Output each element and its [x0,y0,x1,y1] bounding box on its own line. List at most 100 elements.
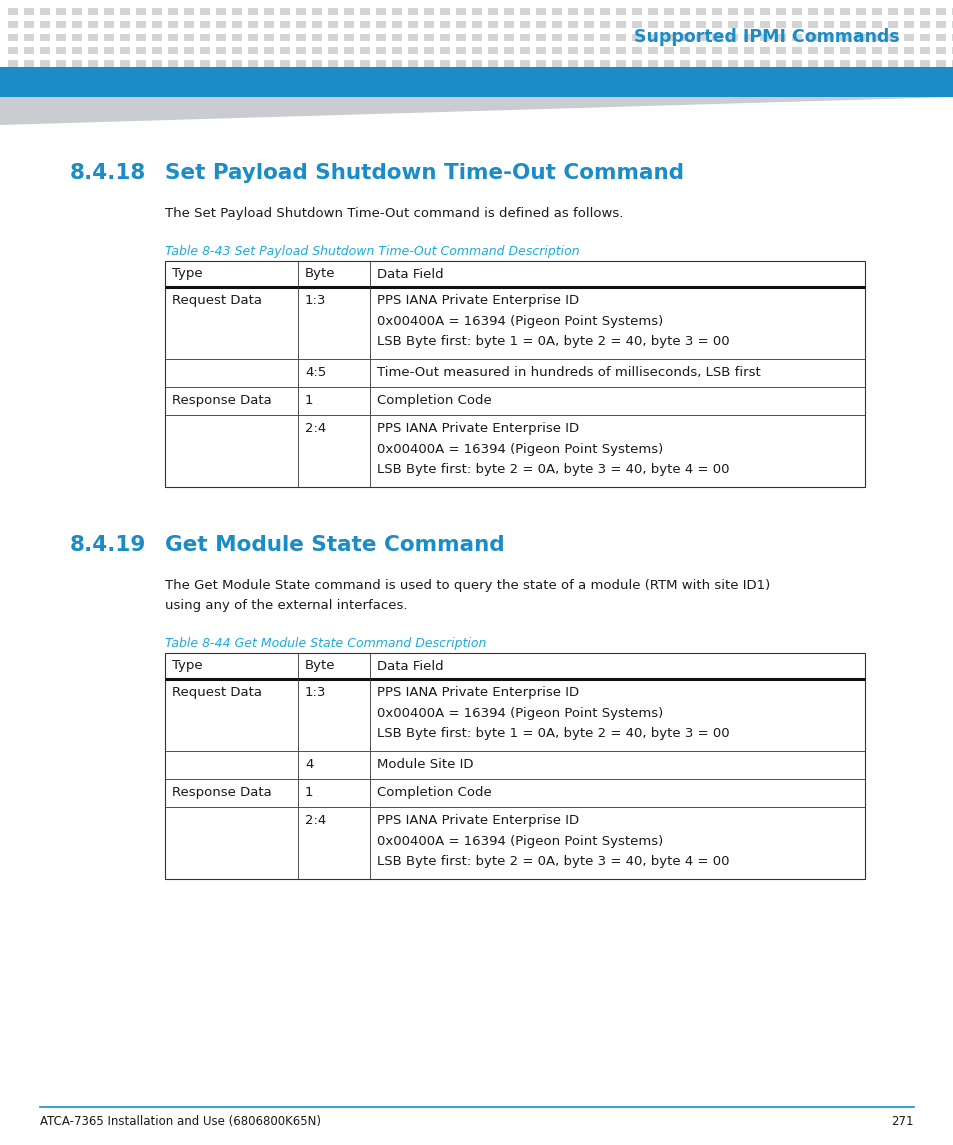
Bar [760,21,769,27]
Bar [760,47,769,54]
Bar [0,68,953,97]
Bar [871,8,882,15]
Bar [215,60,226,68]
Bar [232,34,242,41]
Bar [375,34,386,41]
Bar [919,47,929,54]
Bar [631,34,641,41]
Bar [136,21,146,27]
Bar [295,21,306,27]
Bar [519,60,530,68]
Text: 1: 1 [305,394,314,406]
Text: Request Data: Request Data [172,686,262,698]
Bar [743,21,753,27]
Bar [775,21,785,27]
Bar [328,8,337,15]
Text: Completion Code: Completion Code [376,785,491,799]
Bar [359,21,370,27]
Bar [631,60,641,68]
Bar [903,8,913,15]
Bar [807,60,817,68]
Bar [423,34,434,41]
Bar [536,21,545,27]
Bar [488,21,497,27]
Text: LSB Byte first: byte 1 = 0A, byte 2 = 40, byte 3 = 00: LSB Byte first: byte 1 = 0A, byte 2 = 40… [376,727,729,740]
Bar [616,47,625,54]
Bar [807,47,817,54]
Bar [439,60,450,68]
Bar [647,47,658,54]
Bar [344,60,354,68]
Bar [295,60,306,68]
Bar [280,60,290,68]
Bar [663,8,673,15]
Bar [40,47,50,54]
Bar [344,21,354,27]
Bar [248,21,257,27]
Bar [200,21,210,27]
Bar [743,60,753,68]
Bar [583,47,594,54]
Bar [71,47,82,54]
Bar [903,21,913,27]
Bar [696,21,705,27]
Bar [408,21,417,27]
Bar [727,60,738,68]
Bar [456,60,465,68]
Bar [855,21,865,27]
Bar [663,34,673,41]
Bar [536,60,545,68]
Bar [8,21,18,27]
Bar [392,21,401,27]
Bar [215,21,226,27]
Bar [552,34,561,41]
Bar [56,60,66,68]
Bar [71,60,82,68]
Bar [791,8,801,15]
Bar [599,21,609,27]
Text: 0x00400A = 16394 (Pigeon Point Systems): 0x00400A = 16394 (Pigeon Point Systems) [376,706,662,719]
Text: Response Data: Response Data [172,394,272,406]
Bar [423,8,434,15]
Bar [488,8,497,15]
Bar [312,60,322,68]
Bar [647,21,658,27]
Bar [8,8,18,15]
Bar [312,21,322,27]
Bar [775,47,785,54]
Bar [599,8,609,15]
Bar [503,34,514,41]
Text: Get Module State Command: Get Module State Command [165,535,504,555]
Bar [727,21,738,27]
Bar [375,47,386,54]
Bar [88,60,98,68]
Bar [775,34,785,41]
Text: Table 8-43 Set Payload Shutdown Time-Out Command Description: Table 8-43 Set Payload Shutdown Time-Out… [165,245,579,258]
Bar [104,34,113,41]
Bar [248,47,257,54]
Bar [375,8,386,15]
Bar [552,21,561,27]
Bar [215,8,226,15]
Text: PPS IANA Private Enterprise ID: PPS IANA Private Enterprise ID [376,686,578,698]
Bar [935,21,945,27]
Bar [24,47,34,54]
Bar [760,60,769,68]
Bar [120,21,130,27]
Bar [567,21,578,27]
Text: using any of the external interfaces.: using any of the external interfaces. [165,599,407,611]
Bar [791,34,801,41]
Bar [696,47,705,54]
Bar [264,21,274,27]
Text: Type: Type [172,660,202,672]
Bar [104,8,113,15]
Bar [312,47,322,54]
Bar [168,21,178,27]
Bar [871,34,882,41]
Bar [439,21,450,27]
Bar [24,8,34,15]
Text: Byte: Byte [305,268,335,281]
Bar [392,60,401,68]
Bar [840,47,849,54]
Bar [663,21,673,27]
